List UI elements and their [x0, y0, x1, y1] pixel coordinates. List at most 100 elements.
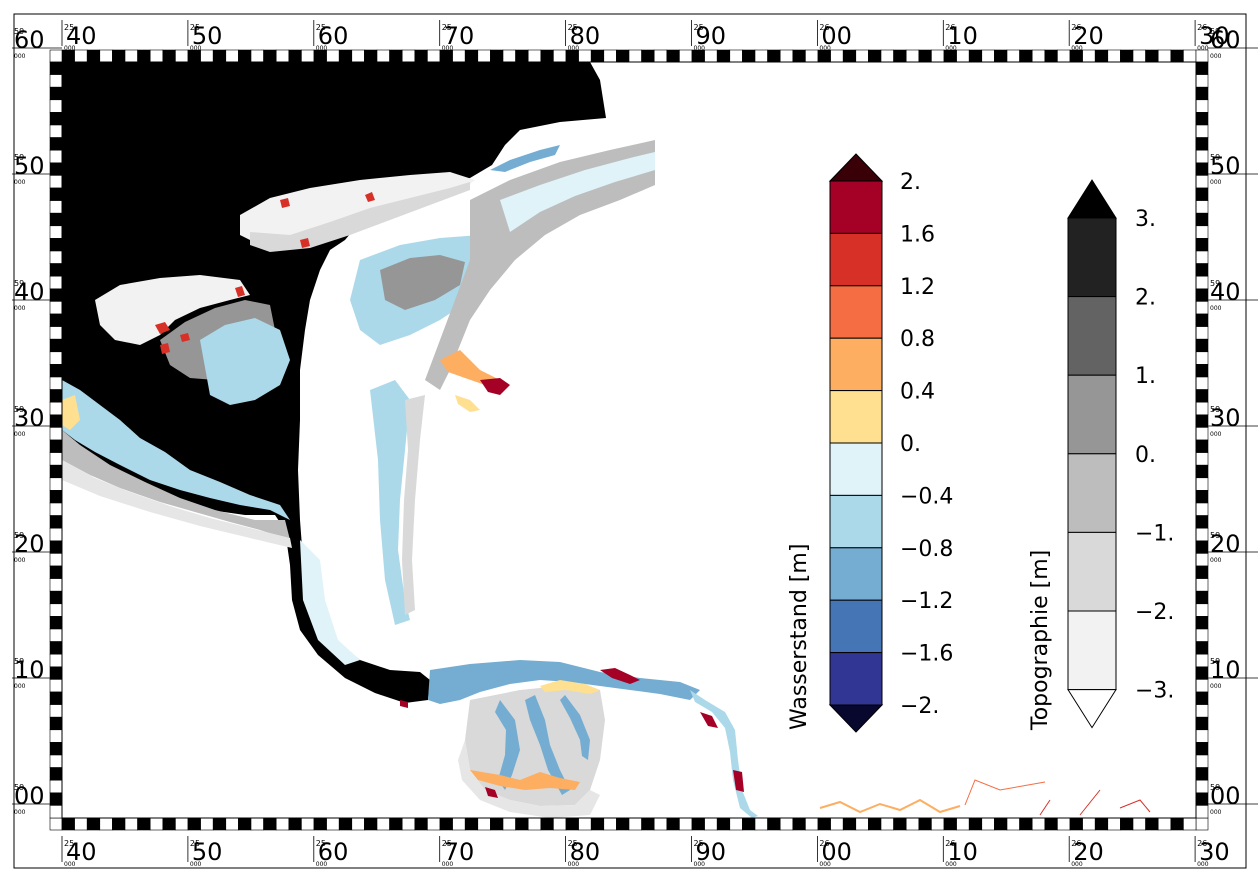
- border-segment: [1195, 464, 1209, 479]
- border-segment: [338, 49, 353, 63]
- colorbar-swatch: [829, 285, 883, 339]
- border-segment: [49, 250, 63, 264]
- border-bottom: [61, 817, 1197, 831]
- border-segment: [49, 99, 63, 113]
- x-tick-suffix: 000: [190, 861, 202, 868]
- x-tick-prefix: 25: [694, 23, 704, 32]
- x-tick-label: 00: [821, 838, 852, 866]
- x-tick-prefix: 25: [568, 23, 578, 32]
- border-segment: [1157, 49, 1172, 63]
- border-segment: [376, 817, 390, 831]
- y-tick-prefix: 59: [14, 783, 24, 792]
- border-segment: [49, 729, 63, 743]
- border-segment: [238, 49, 252, 63]
- border-corner: [49, 49, 63, 63]
- y-tick-label: 00: [14, 782, 45, 810]
- border-segment: [112, 49, 126, 63]
- border-segment: [1195, 162, 1209, 176]
- colorbar-swatch: [1067, 374, 1117, 455]
- border-segment: [527, 817, 542, 831]
- border-segment: [250, 817, 264, 831]
- border-segment: [553, 817, 567, 831]
- colorbar-tick-label: 0.: [900, 432, 921, 457]
- border-segment: [994, 49, 1008, 63]
- border-segment: [175, 817, 189, 831]
- colorbar-tick-label: −2.: [900, 694, 939, 719]
- border-segment: [1195, 704, 1209, 718]
- border-segment: [679, 817, 693, 831]
- border-segment: [162, 817, 176, 831]
- border-segment: [49, 590, 63, 605]
- tidal-flats-east: [425, 140, 655, 390]
- land-left-coast: [62, 460, 292, 548]
- border-segment: [1019, 49, 1033, 63]
- border-segment: [1195, 527, 1209, 542]
- x-tick-suffix: 000: [316, 861, 328, 868]
- border-segment: [1057, 817, 1071, 831]
- border-segment: [704, 817, 718, 831]
- border-segment: [616, 49, 630, 63]
- border-segment: [1195, 452, 1209, 466]
- border-segment: [956, 49, 970, 63]
- colorbar-tick-label: 0.: [1135, 443, 1156, 468]
- border-segment: [49, 225, 63, 239]
- border-segment: [1195, 716, 1209, 731]
- y-tick-suffix: 000: [14, 809, 26, 816]
- border-segment: [288, 817, 302, 831]
- border-segment: [1195, 212, 1209, 227]
- y-tick-label: 10: [14, 656, 45, 684]
- x-tick-suffix: 000: [945, 861, 957, 868]
- border-segment: [364, 817, 378, 831]
- border-segment: [301, 817, 315, 831]
- colorbar-swatch: [829, 442, 883, 496]
- x-tick-prefix: 25: [64, 839, 74, 848]
- x-tick-suffix: 000: [1197, 45, 1209, 52]
- border-segment: [779, 49, 794, 63]
- estuary-east-flat: [402, 395, 425, 615]
- border-segment: [1195, 691, 1209, 705]
- y-tick-suffix: 000: [14, 431, 26, 438]
- x-tick-prefix: 26: [1071, 839, 1081, 848]
- x-tick-prefix: 25: [316, 23, 326, 32]
- border-segment: [641, 817, 655, 831]
- border-segment: [49, 742, 63, 756]
- colorbar-tick-label: −1.: [1135, 521, 1174, 546]
- border-segment: [792, 49, 806, 63]
- x-tick-label: 90: [696, 22, 727, 50]
- border-segment: [1195, 313, 1209, 327]
- deep-water-region: [62, 62, 606, 703]
- border-segment: [1006, 49, 1020, 63]
- border-segment: [1170, 817, 1184, 831]
- border-segment: [1195, 679, 1209, 693]
- border-segment: [49, 401, 63, 416]
- border-segment: [187, 817, 201, 831]
- border-segment: [1195, 767, 1209, 781]
- y-tick-suffix: 000: [1210, 557, 1222, 564]
- border-segment: [49, 376, 63, 390]
- x-tick-label: 70: [444, 22, 475, 50]
- colorbar-under-triangle: [828, 704, 884, 733]
- delta-outer-flat: [458, 740, 600, 818]
- x-tick-label: 70: [444, 838, 475, 866]
- border-segment: [943, 817, 957, 831]
- x-tick-label: 80: [570, 22, 601, 50]
- border-segment: [427, 817, 441, 831]
- border-segment: [1094, 49, 1109, 63]
- y-tick-prefix: 59: [1210, 657, 1220, 666]
- border-segment: [1195, 288, 1209, 302]
- y-tick-label: 40: [1210, 278, 1241, 306]
- border-segment: [641, 49, 655, 63]
- border-segment: [364, 49, 378, 63]
- y-tick-suffix: 000: [1210, 683, 1222, 690]
- river-channel: [428, 660, 700, 704]
- border-segment: [1195, 149, 1209, 164]
- map-area: [61, 61, 1197, 819]
- y-tick-suffix: 000: [1210, 431, 1222, 438]
- y-tick-label: 30: [1210, 404, 1241, 432]
- border-segment: [918, 49, 932, 63]
- border-segment: [754, 49, 768, 63]
- border-segment: [578, 49, 592, 63]
- border-segment: [49, 767, 63, 781]
- border-segment: [666, 49, 680, 63]
- x-tick-label: 40: [66, 22, 97, 50]
